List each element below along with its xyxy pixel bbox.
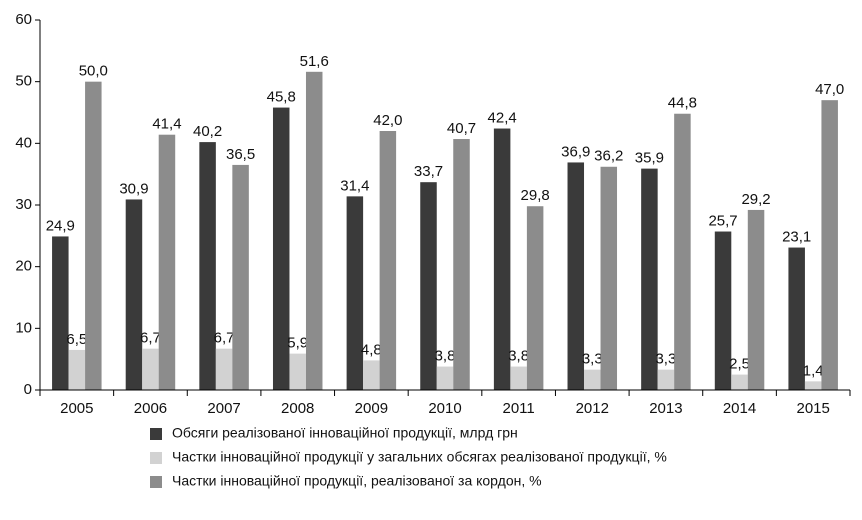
bar: [600, 166, 618, 390]
bar: [142, 348, 159, 390]
bar: [788, 247, 805, 390]
y-tick-label: 40: [15, 134, 32, 151]
bar: [158, 134, 176, 390]
x-tick-label: 2010: [428, 400, 461, 417]
x-tick-label: 2007: [207, 400, 240, 417]
value-label: 36,2: [594, 148, 623, 165]
value-label: 6,7: [140, 330, 161, 347]
bar: [584, 369, 601, 390]
y-tick-label: 50: [15, 73, 32, 90]
legend-swatch: [150, 452, 162, 464]
bar: [215, 348, 233, 390]
value-label: 29,2: [741, 191, 770, 208]
y-tick-label: 20: [15, 258, 32, 275]
bar: [436, 366, 454, 390]
bar: [363, 360, 380, 390]
bar: [289, 353, 306, 390]
bar: [510, 366, 527, 390]
x-tick-label: 2005: [60, 400, 93, 417]
x-tick-label: 2006: [134, 400, 167, 417]
bar: [379, 131, 397, 390]
bar: [657, 369, 675, 390]
value-label: 31,4: [340, 177, 369, 194]
legend-label: Обсяги реалізованої інноваційної продукц…: [172, 425, 518, 441]
x-tick-label: 2013: [649, 400, 682, 417]
value-label: 44,8: [668, 95, 697, 112]
value-label: 51,6: [300, 53, 329, 70]
legend-swatch: [150, 428, 162, 440]
value-label: 42,4: [488, 110, 517, 127]
legend-label: Частки інноваційної продукції, реалізова…: [172, 473, 542, 489]
x-tick-label: 2014: [723, 400, 756, 417]
x-tick-label: 2009: [355, 400, 388, 417]
bar: [85, 81, 102, 391]
bar: [453, 139, 470, 390]
bar: [305, 71, 323, 391]
y-tick-label: 10: [15, 319, 32, 336]
bar: [272, 107, 290, 391]
bar: [641, 168, 658, 390]
x-tick-label: 2008: [281, 400, 314, 417]
bar: [821, 100, 838, 391]
bar: [747, 209, 765, 390]
value-label: 33,7: [414, 163, 443, 180]
x-tick-label: 2015: [796, 400, 829, 417]
x-tick-label: 2011: [503, 400, 535, 417]
value-label: 6,5: [66, 331, 87, 348]
bar: [232, 164, 249, 390]
value-label: 25,7: [708, 212, 737, 229]
y-tick-label: 30: [15, 196, 32, 213]
bar: [346, 196, 364, 390]
x-tick-label: 2012: [576, 400, 609, 417]
bar: [567, 162, 585, 390]
value-label: 40,7: [447, 120, 476, 137]
value-label: 35,9: [635, 150, 664, 167]
value-label: 45,8: [267, 89, 296, 106]
bar: [526, 206, 544, 390]
value-label: 5,9: [287, 335, 308, 352]
bar: [731, 374, 748, 390]
value-label: 1,4: [803, 362, 824, 379]
value-label: 41,4: [152, 116, 181, 133]
bar: [804, 381, 822, 390]
value-label: 36,9: [561, 143, 590, 160]
value-label: 6,7: [214, 330, 235, 347]
bar: [68, 349, 86, 390]
bar: [714, 231, 732, 390]
value-label: 29,8: [521, 187, 550, 204]
y-tick-label: 60: [15, 11, 32, 28]
value-label: 47,0: [815, 81, 844, 98]
value-label: 23,1: [782, 229, 811, 246]
value-label: 42,0: [373, 112, 402, 129]
legend-swatch: [150, 476, 162, 488]
y-tick-label: 0: [24, 381, 32, 398]
value-label: 2,5: [729, 356, 750, 373]
bar: [52, 236, 69, 390]
value-label: 40,2: [193, 123, 222, 140]
bar: [674, 113, 691, 390]
value-label: 50,0: [79, 63, 108, 80]
bar: [199, 142, 216, 390]
value-label: 3,3: [655, 351, 676, 368]
value-label: 36,5: [226, 146, 255, 163]
value-label: 4,8: [361, 341, 382, 358]
value-label: 3,3: [582, 351, 603, 368]
bar: [493, 128, 511, 391]
value-label: 3,8: [435, 348, 456, 365]
value-label: 30,9: [119, 180, 148, 197]
legend-label: Частки інноваційної продукції у загальни…: [172, 449, 667, 465]
value-label: 3,8: [508, 348, 529, 365]
value-label: 24,9: [46, 217, 75, 234]
bar: [125, 199, 143, 390]
bar: [420, 182, 437, 390]
